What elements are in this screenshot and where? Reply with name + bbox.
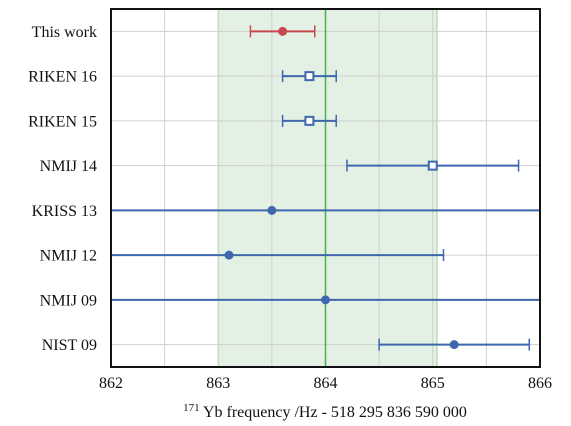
category-label: NMIJ 14 xyxy=(40,158,97,175)
x-axis-title: 171 Yb frequency /Hz - 518 295 836 590 0… xyxy=(183,398,467,421)
x-axis-title-superscript: 171 xyxy=(183,402,200,414)
data-point-marker xyxy=(267,205,277,215)
uncertainty-band xyxy=(218,9,438,367)
category-label: NMIJ 09 xyxy=(40,292,97,309)
category-label: This work xyxy=(32,24,97,41)
category-label: RIKEN 16 xyxy=(28,69,97,86)
category-label: NMIJ 12 xyxy=(40,248,97,265)
x-tick-label: 863 xyxy=(206,375,230,392)
data-point-marker xyxy=(304,71,315,82)
data-point-marker xyxy=(278,26,288,36)
data-point-marker xyxy=(321,295,330,305)
data-point-marker xyxy=(449,340,459,350)
plot-frame xyxy=(110,8,541,368)
data-point-marker xyxy=(304,115,315,126)
x-tick-label: 866 xyxy=(528,375,552,392)
data-point-marker xyxy=(427,160,438,171)
data-point-marker xyxy=(224,250,234,260)
x-tick-label: 865 xyxy=(421,375,445,392)
x-tick-label: 864 xyxy=(314,375,338,392)
x-axis-title-main: Yb frequency /Hz - 518 295 836 590 000 xyxy=(203,404,467,421)
category-label: NIST 09 xyxy=(42,337,97,354)
category-label: KRISS 13 xyxy=(32,203,97,220)
x-tick-label: 862 xyxy=(99,375,123,392)
category-label: RIKEN 15 xyxy=(28,113,97,130)
